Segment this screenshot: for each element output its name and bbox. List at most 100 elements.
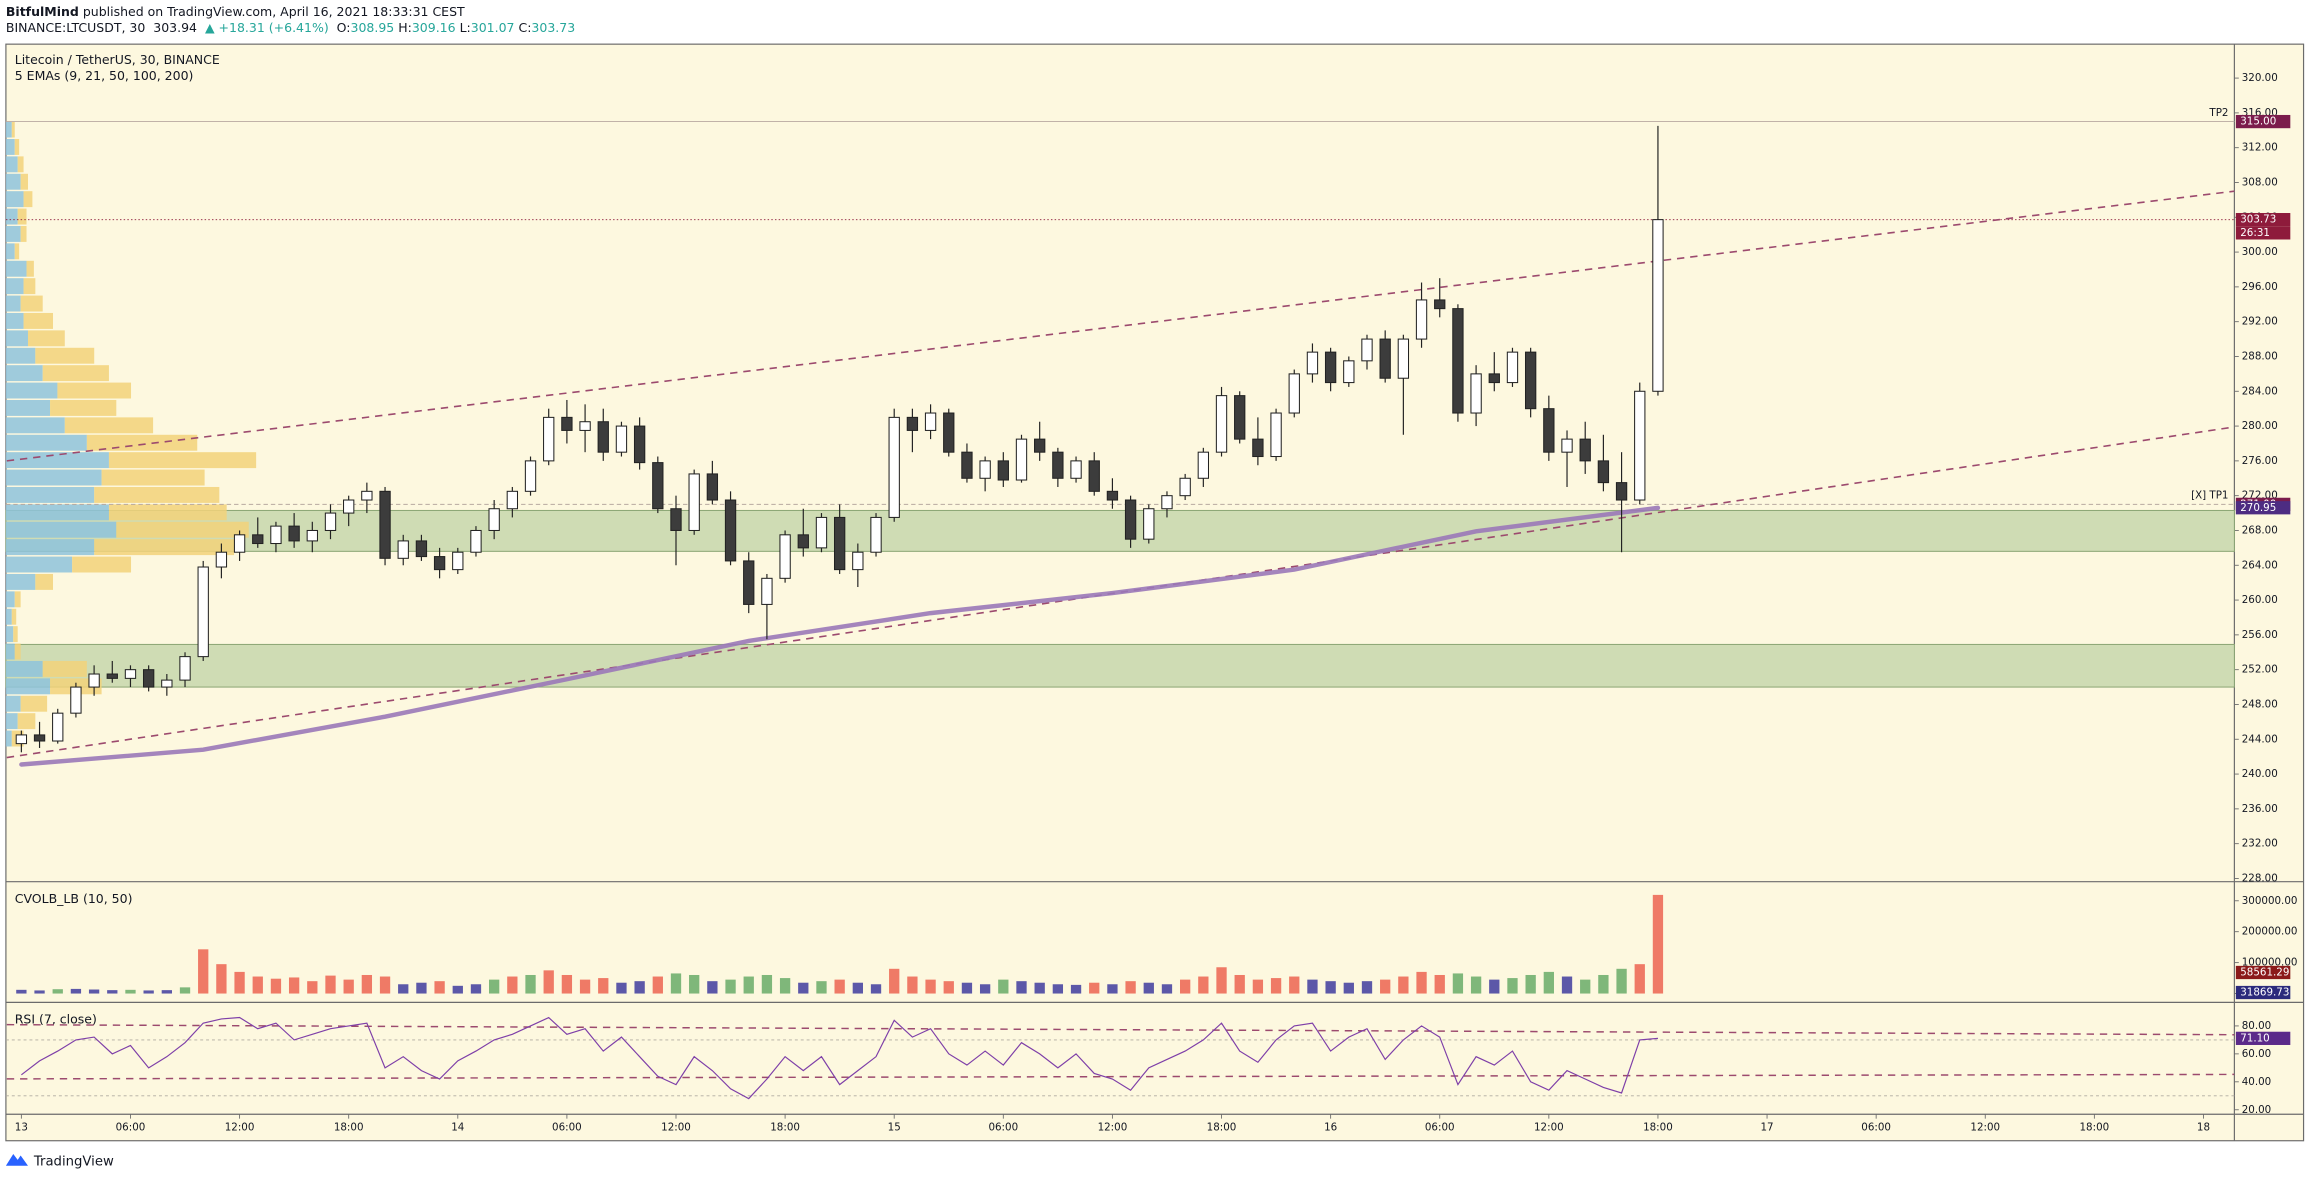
volume-bar — [52, 989, 63, 994]
header-segment: ▲ +18.31 (+6.41%) — [205, 19, 337, 34]
y-tick-label: 308.00 — [2242, 176, 2278, 188]
profile-up — [5, 452, 109, 469]
x-tick-label: 12:00 — [1970, 1121, 2000, 1133]
volume-bar — [1289, 976, 1300, 994]
candle-body — [52, 712, 64, 742]
volume-bar — [307, 981, 318, 994]
countdown-label: 26:31 — [2240, 227, 2270, 239]
profile-down — [101, 469, 205, 486]
y-tick-label: 200000.00 — [2242, 926, 2298, 938]
volume-bar — [925, 979, 936, 994]
profile-up — [5, 138, 15, 155]
volume-bar — [761, 974, 773, 994]
volume-bar — [1452, 973, 1464, 994]
volume-tag — [2235, 965, 2291, 980]
logo-icon — [5, 1153, 28, 1166]
volume-bar — [1525, 974, 1536, 994]
y-tick-label: 280.00 — [2242, 420, 2278, 432]
profile-up — [5, 225, 21, 242]
profile-down — [23, 312, 54, 329]
candle-body — [870, 516, 882, 553]
profile-down — [35, 347, 95, 364]
header-segment: O: — [337, 19, 351, 34]
y-tick-label: 240.00 — [2242, 768, 2278, 780]
volume-bar — [34, 990, 45, 994]
footer-logo[interactable]: TradingView — [5, 1153, 114, 1169]
profile-down — [14, 643, 21, 660]
volume-bar — [1598, 974, 1609, 994]
candle-body — [979, 460, 991, 479]
volume-bar — [652, 976, 663, 994]
profile-down — [64, 417, 154, 434]
volume-bar — [852, 982, 863, 994]
volume-bar — [1543, 971, 1554, 994]
profile-up — [5, 278, 24, 295]
candle-body — [15, 734, 28, 745]
candle-body — [70, 686, 82, 714]
candle-body — [1561, 438, 1573, 453]
volume-bar — [343, 979, 354, 994]
candle-body — [724, 499, 737, 562]
candle-body — [1324, 351, 1337, 384]
candle-body — [288, 525, 300, 542]
volume-tag-label: 58561.29 — [2240, 966, 2289, 978]
volume-bar — [907, 976, 918, 994]
candle-body — [452, 551, 464, 571]
profile-down — [23, 278, 36, 295]
y-tick-label: 312.00 — [2242, 142, 2278, 154]
candle-body — [1415, 299, 1428, 340]
x-tick-label: 12:00 — [1534, 1121, 1564, 1133]
volume-bar — [579, 979, 591, 994]
profile-down — [108, 504, 227, 521]
candle-body — [470, 529, 482, 553]
profile-up — [5, 347, 36, 364]
candle-body — [1434, 299, 1446, 310]
y-tick-label: 284.00 — [2242, 385, 2278, 397]
candle-body — [1088, 460, 1100, 492]
volume-bar — [88, 989, 100, 994]
volume-bar — [1270, 978, 1282, 994]
y-tick-label: 288.00 — [2242, 350, 2278, 362]
candle-body — [779, 534, 791, 579]
rsi-title: RSI (7, close) — [15, 1012, 97, 1027]
candle-body — [1306, 351, 1319, 375]
brand: TradingView — [33, 1154, 114, 1169]
profile-down — [14, 243, 20, 260]
candle-body — [1288, 373, 1300, 414]
volume-bar — [179, 987, 191, 994]
candle-body — [1397, 338, 1410, 379]
volume-bar — [1089, 982, 1100, 994]
volume-bar — [325, 975, 336, 994]
volume-bar — [16, 989, 27, 994]
candle-body — [1124, 499, 1137, 540]
candle-body — [543, 416, 555, 462]
candle-body — [961, 451, 973, 479]
y-tick-label: 264.00 — [2242, 559, 2278, 571]
header-segment: 301.07 — [471, 19, 519, 34]
indicator-label: 5 EMAs (9, 21, 50, 100, 200) — [15, 68, 194, 83]
header-segment: 303.73 — [531, 19, 575, 34]
candle-body — [306, 529, 318, 542]
volume-bar — [1434, 974, 1445, 994]
profile-down — [20, 295, 43, 312]
x-tick-label: 06:00 — [1861, 1121, 1891, 1133]
profile-down — [42, 660, 87, 677]
candle-body — [361, 490, 373, 501]
profile-up — [5, 730, 12, 747]
profile-up — [5, 417, 65, 434]
y-tick-label: 228.00 — [2242, 872, 2278, 884]
volume-bar — [979, 984, 991, 994]
countdown-tag — [2235, 226, 2291, 240]
candle-body — [1270, 412, 1282, 458]
candle-body — [415, 540, 428, 558]
candle-body — [1543, 408, 1555, 453]
candle-body — [379, 490, 391, 559]
volume-bar — [1234, 974, 1245, 994]
candle-body — [1070, 460, 1082, 479]
y-tick-label: 320.00 — [2242, 72, 2278, 84]
y-tick-label: 300000.00 — [2242, 895, 2298, 907]
candle-body — [1034, 438, 1046, 453]
candle-body — [1161, 495, 1173, 510]
volume-bar — [1125, 981, 1136, 994]
profile-up — [5, 399, 51, 416]
